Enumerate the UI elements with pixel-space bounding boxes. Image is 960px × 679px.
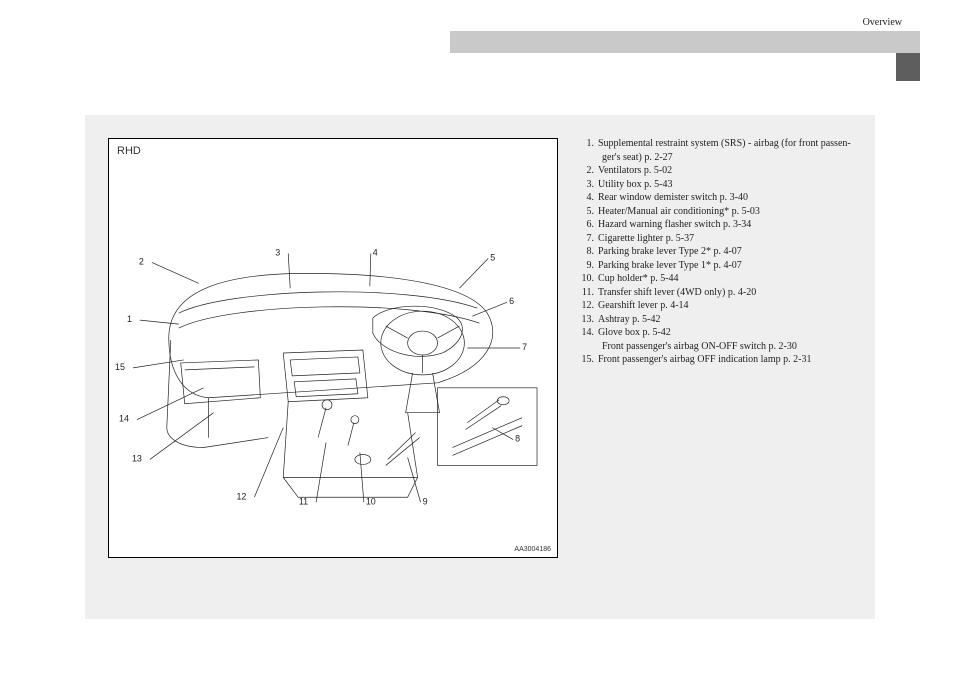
- legend-row: ger's seat) p. 2-27: [580, 151, 855, 165]
- legend-row: 14.Glove box p. 5-42: [580, 326, 855, 340]
- leader-line: [288, 253, 290, 288]
- legend-number: 8.: [580, 245, 598, 259]
- legend-row: 11.Transfer shift lever (4WD only) p. 4-…: [580, 286, 855, 300]
- leader-line: [370, 253, 371, 286]
- callout-number: 10: [366, 496, 376, 506]
- leader-line: [133, 360, 184, 368]
- callout-number: 3: [275, 247, 280, 257]
- legend-row: 7.Cigarette lighter p. 5-37: [580, 232, 855, 246]
- callout-number: 13: [132, 453, 142, 463]
- side-tab: [896, 53, 920, 81]
- leader-line: [150, 413, 214, 460]
- legend-text: ger's seat) p. 2-27: [580, 151, 855, 165]
- legend-number: 10.: [580, 272, 598, 286]
- legend-number: 5.: [580, 205, 598, 219]
- legend-row: 8.Parking brake lever Type 2* p. 4-07: [580, 245, 855, 259]
- leader-line: [152, 262, 199, 283]
- legend-text: Front passenger's airbag ON-OFF switch p…: [580, 340, 855, 354]
- legend-row: 9.Parking brake lever Type 1* p. 4-07: [580, 259, 855, 273]
- legend-row: 10.Cup holder* p. 5-44: [580, 272, 855, 286]
- page: Overview RHD AA3004186: [0, 0, 960, 679]
- legend-number: 2.: [580, 164, 598, 178]
- callout-number: 7: [522, 342, 527, 352]
- header-bar: [450, 31, 920, 53]
- callout-number: 9: [423, 496, 428, 506]
- callout-number: 4: [373, 247, 378, 257]
- callout-number: 1: [127, 314, 132, 324]
- legend-number: 13.: [580, 313, 598, 327]
- legend-number: 3.: [580, 178, 598, 192]
- leader-line: [408, 457, 421, 502]
- legend-row: 12.Gearshift lever p. 4-14: [580, 299, 855, 313]
- leader-line: [472, 302, 507, 316]
- leader-line: [316, 443, 326, 503]
- legend-row: 13.Ashtray p. 5-42: [580, 313, 855, 327]
- leader-line: [140, 320, 179, 324]
- legend-row: 3.Utility box p. 5-43: [580, 178, 855, 192]
- legend-text: Rear window demister switch p. 3-40: [598, 191, 855, 205]
- legend-number: 6.: [580, 218, 598, 232]
- figure-id: AA3004186: [514, 546, 551, 553]
- legend-number: 7.: [580, 232, 598, 246]
- legend-text: Glove box p. 5-42: [598, 326, 855, 340]
- leader-line: [254, 428, 283, 498]
- legend-text: Ventilators p. 5-02: [598, 164, 855, 178]
- legend-row: 15.Front passenger's airbag OFF indicati…: [580, 353, 855, 367]
- callout-number: 6: [509, 296, 514, 306]
- legend-row: 6.Hazard warning flasher switch p. 3-34: [580, 218, 855, 232]
- leader-line: [492, 428, 513, 440]
- header-section-title: Overview: [863, 17, 902, 28]
- legend-row: 2.Ventilators p. 5-02: [580, 164, 855, 178]
- legend-text: Ashtray p. 5-42: [598, 313, 855, 327]
- dashboard-diagram: 123456789101112131415: [109, 139, 557, 557]
- legend-text: Front passenger's airbag OFF indication …: [598, 353, 855, 367]
- legend-text: Utility box p. 5-43: [598, 178, 855, 192]
- figure-box: RHD AA3004186: [108, 138, 558, 558]
- callout-number: 14: [119, 414, 129, 424]
- legend-text: Hazard warning flasher switch p. 3-34: [598, 218, 855, 232]
- content-panel: RHD AA3004186: [85, 115, 875, 619]
- figure-variant-label: RHD: [117, 145, 141, 157]
- legend-row: 4.Rear window demister switch p. 3-40: [580, 191, 855, 205]
- callout-number: 15: [115, 362, 125, 372]
- legend-number: 9.: [580, 259, 598, 273]
- legend-number: 11.: [580, 286, 598, 300]
- legend-list: 1.Supplemental restraint system (SRS) - …: [580, 137, 855, 367]
- legend-row: 5.Heater/Manual air conditioning* p. 5-0…: [580, 205, 855, 219]
- legend-text: Supplemental restraint system (SRS) - ai…: [598, 137, 855, 151]
- legend-number: 15.: [580, 353, 598, 367]
- legend-row: Front passenger's airbag ON-OFF switch p…: [580, 340, 855, 354]
- leader-line: [137, 388, 204, 420]
- legend-text: Parking brake lever Type 2* p. 4-07: [598, 245, 855, 259]
- callout-number: 12: [236, 491, 246, 501]
- callout-number: 5: [490, 252, 495, 262]
- legend-text: Gearshift lever p. 4-14: [598, 299, 855, 313]
- legend-text: Heater/Manual air conditioning* p. 5-03: [598, 205, 855, 219]
- callout-number: 2: [139, 256, 144, 266]
- legend-text: Parking brake lever Type 1* p. 4-07: [598, 259, 855, 273]
- legend-number: 1.: [580, 137, 598, 151]
- legend-number: 12.: [580, 299, 598, 313]
- callout-number: 11: [299, 496, 308, 506]
- legend-text: Cigarette lighter p. 5-37: [598, 232, 855, 246]
- callout-number: 8: [515, 434, 520, 444]
- leader-line: [459, 258, 488, 288]
- legend-text: Transfer shift lever (4WD only) p. 4-20: [598, 286, 855, 300]
- legend-text: Cup holder* p. 5-44: [598, 272, 855, 286]
- legend-number: 14.: [580, 326, 598, 340]
- legend-row: 1.Supplemental restraint system (SRS) - …: [580, 137, 855, 151]
- legend-number: 4.: [580, 191, 598, 205]
